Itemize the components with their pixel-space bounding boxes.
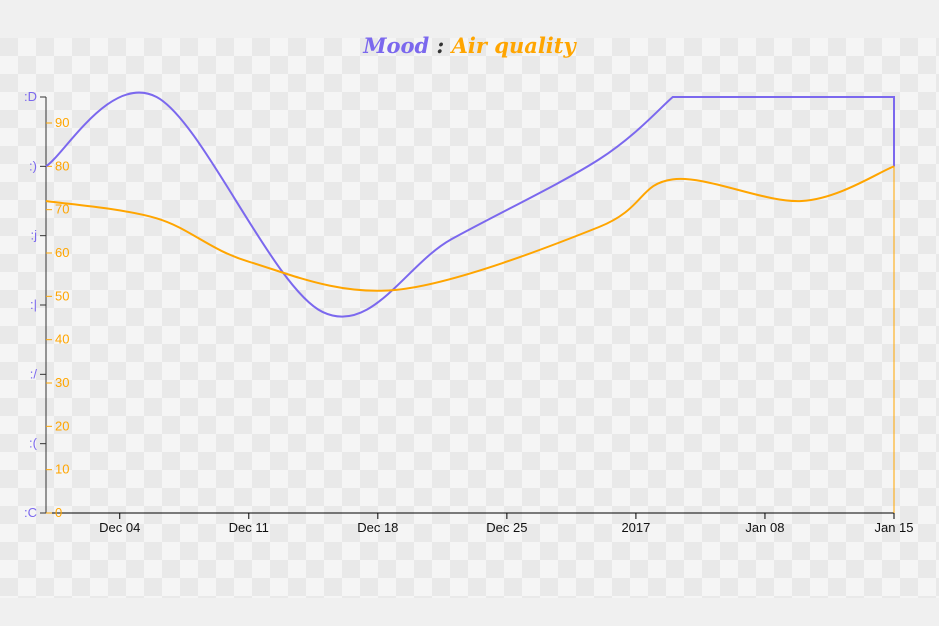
chart-title: Mood : Air quality: [0, 33, 939, 58]
title-separator: :: [429, 33, 452, 58]
air-tick-label: 70: [55, 202, 69, 217]
air-tick-label: 0: [55, 505, 62, 520]
air-tick-label: 20: [55, 418, 69, 433]
x-tick-label: 2017: [621, 520, 650, 535]
air-tick-label: 90: [55, 115, 69, 130]
patterned-background: [0, 38, 939, 598]
title-air-quality: Air quality: [451, 33, 576, 58]
mood-tick-label: :/: [30, 366, 38, 381]
x-tick-label: Dec 18: [357, 520, 398, 535]
x-tick-label: Jan 08: [745, 520, 784, 535]
air-tick-label: 40: [55, 332, 69, 347]
air-tick-label: 30: [55, 375, 69, 390]
title-mood: Mood: [363, 33, 430, 58]
mood-tick-label: :C: [24, 505, 37, 520]
air-tick-label: 10: [55, 462, 69, 477]
x-tick-label: Dec 11: [229, 520, 269, 535]
mood-tick-label: :D: [24, 89, 37, 104]
mood-tick-label: :j: [31, 228, 38, 243]
x-tick-label: Dec 04: [99, 520, 140, 535]
mood-tick-label: :(: [29, 436, 38, 451]
mood-tick-label: :|: [30, 297, 37, 312]
air-tick-label: 60: [55, 245, 69, 260]
series-line-air-quality: [45, 165, 895, 292]
air-tick-label: 50: [55, 288, 69, 303]
air-tick-label: 80: [55, 158, 69, 173]
mood-tick-label: :): [29, 158, 37, 173]
x-tick-label: Jan 15: [874, 520, 913, 535]
series-line-mood: [45, 91, 895, 318]
x-tick-label: Dec 25: [486, 520, 527, 535]
